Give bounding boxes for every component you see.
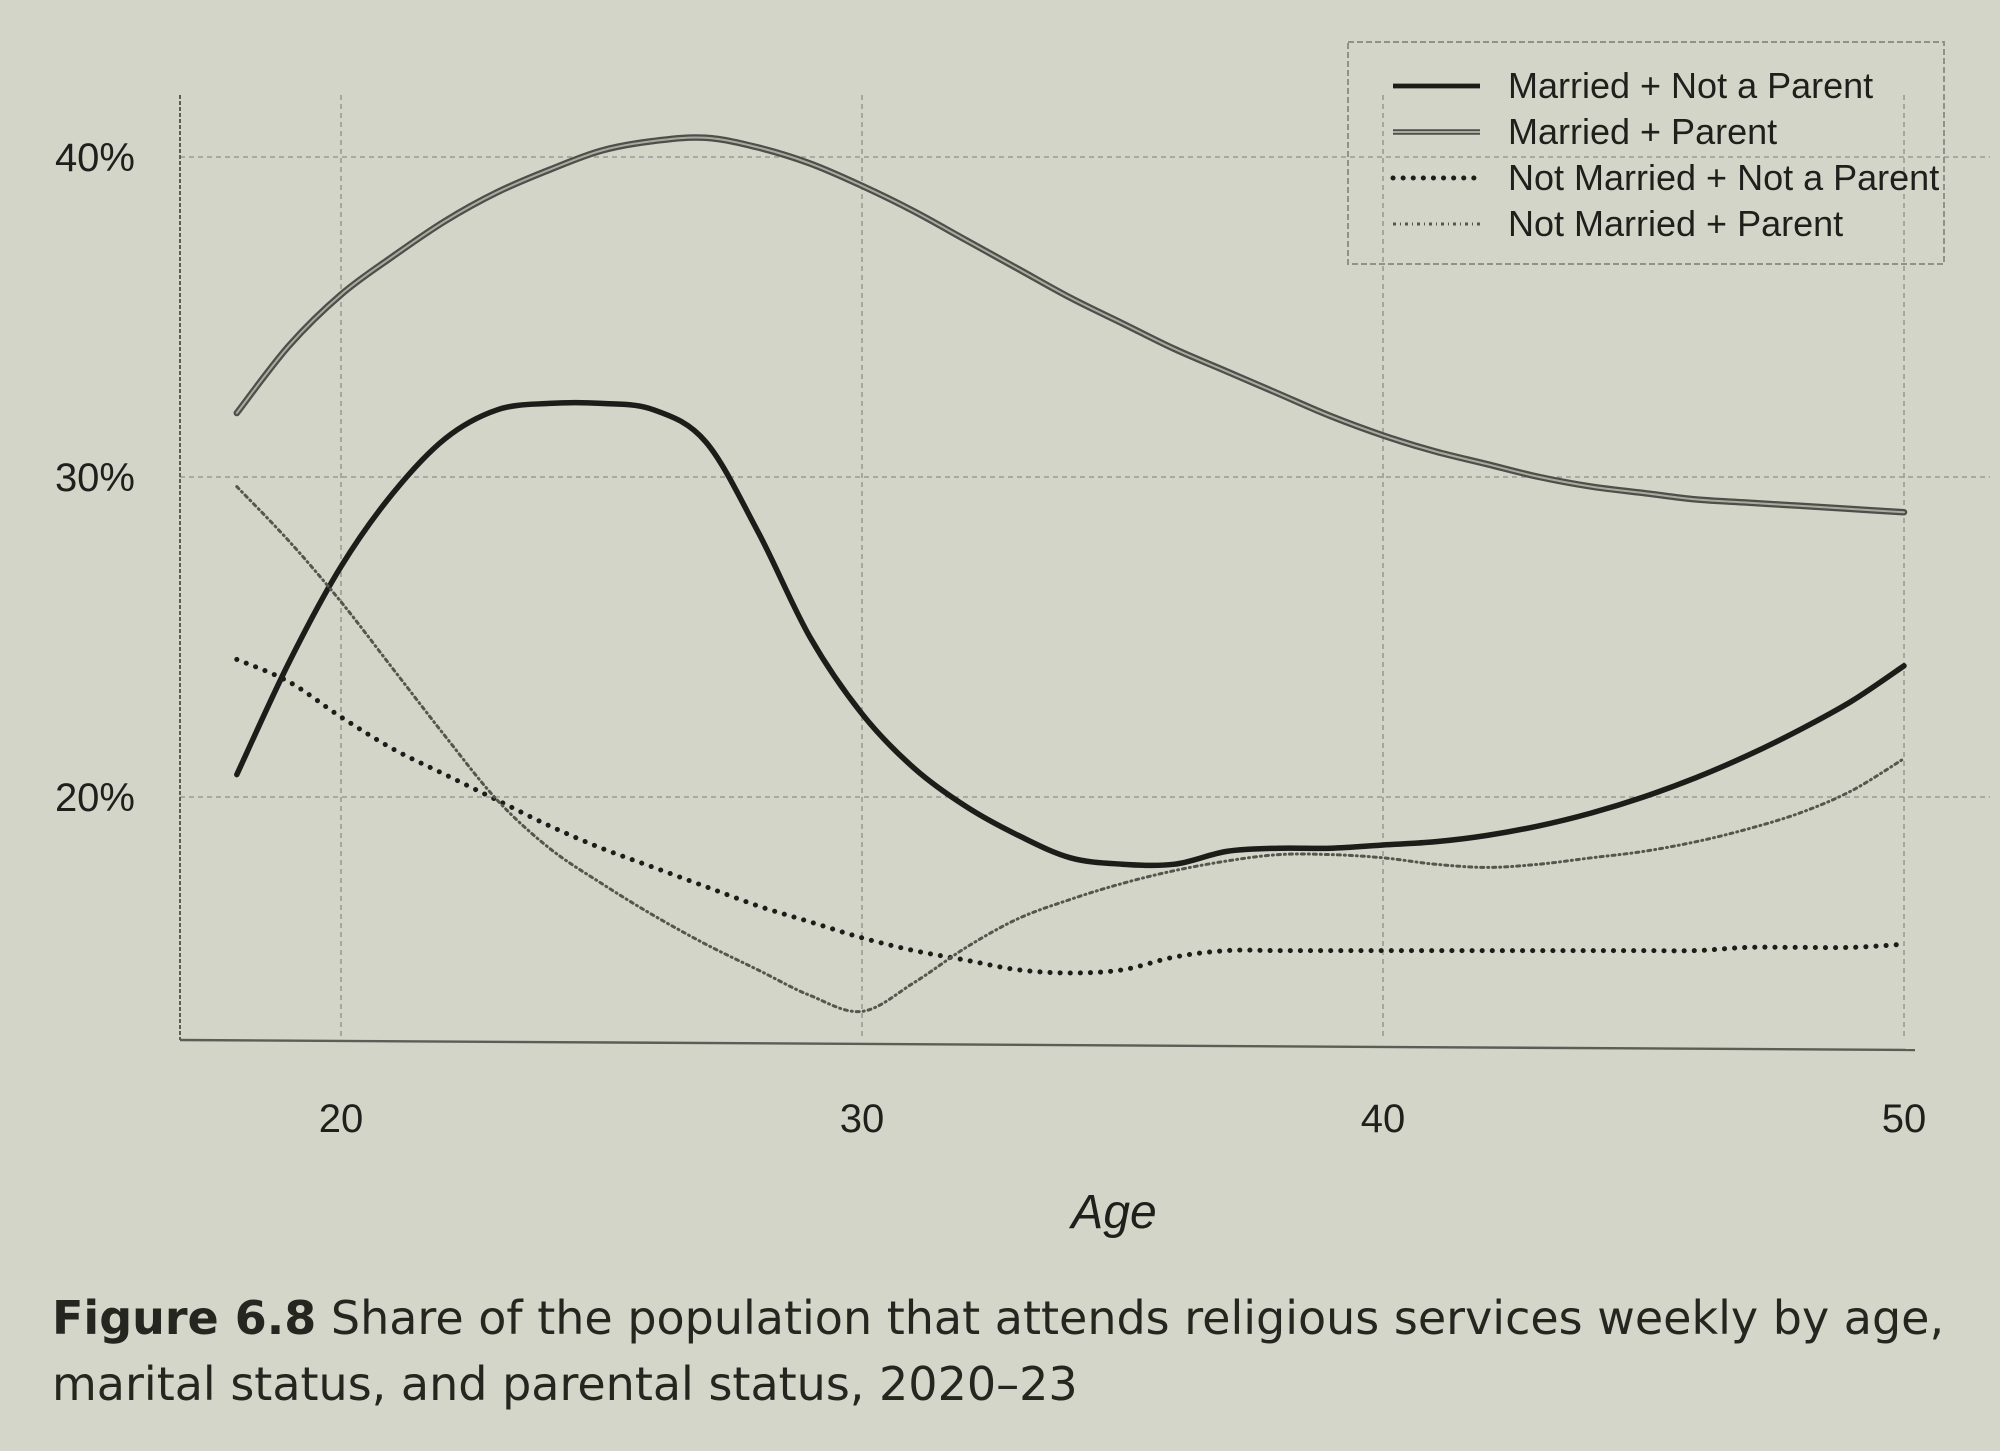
legend-label: Not Married + Parent <box>1508 203 1843 244</box>
legend-frame <box>1347 41 1945 265</box>
paper-texture <box>0 0 2000 1280</box>
axes <box>179 95 1916 1052</box>
legend-item-married-not-a-parent: Married + Not a Parent <box>1393 65 1873 106</box>
series-line-not-married-not-a-parent <box>234 656 1907 976</box>
caption-text: Share of the population that attends rel… <box>52 1291 1945 1411</box>
legend-item-not-married-parent: Not Married + Parent <box>1393 203 1843 244</box>
figure-label: Figure 6.8 <box>52 1291 317 1345</box>
legend-label: Married + Parent <box>1508 111 1777 152</box>
tick-labels: 20 30 40 50 20% 30% 40% <box>55 136 1926 1141</box>
legend-label: Married + Not a Parent <box>1508 65 1873 106</box>
series-line-married-not-a-parent <box>234 399 1907 869</box>
legend: Married + Not a Parent Married + Parent No… <box>1347 41 1945 265</box>
grid <box>180 95 1990 1040</box>
series-married-not-a-parent <box>234 399 1907 869</box>
series-lines <box>233 134 1908 1014</box>
legend-label: Not Married + Not a Parent <box>1508 157 1939 198</box>
x-tick-label: 50 <box>1882 1097 1927 1141</box>
x-axis-line <box>179 1038 1916 1052</box>
series-not-married-parent <box>235 485 1906 1014</box>
series-line-married-parent-inner <box>235 136 1905 514</box>
series-line-not-married-parent <box>235 485 1906 1014</box>
legend-item-married-parent: Married + Parent <box>1393 111 1777 152</box>
x-tick-label: 40 <box>1361 1097 1406 1141</box>
y-tick-label: 30% <box>55 456 135 500</box>
line-chart: 20 30 40 50 20% 30% 40% Age Married + Not a Pa… <box>0 0 2000 1280</box>
x-tick-label: 30 <box>840 1097 885 1141</box>
x-axis-title: Age <box>1068 1186 1156 1239</box>
series-not-married-not-a-parent <box>234 656 1907 976</box>
series-married-parent <box>233 134 1908 516</box>
legend-item-not-married-not-a-parent: Not Married + Not a Parent <box>1390 157 1939 198</box>
x-tick-label: 20 <box>319 1097 364 1141</box>
y-tick-label: 20% <box>55 776 135 820</box>
y-tick-label: 40% <box>55 136 135 180</box>
figure-caption: Figure 6.8 Share of the population that … <box>52 1285 1952 1417</box>
